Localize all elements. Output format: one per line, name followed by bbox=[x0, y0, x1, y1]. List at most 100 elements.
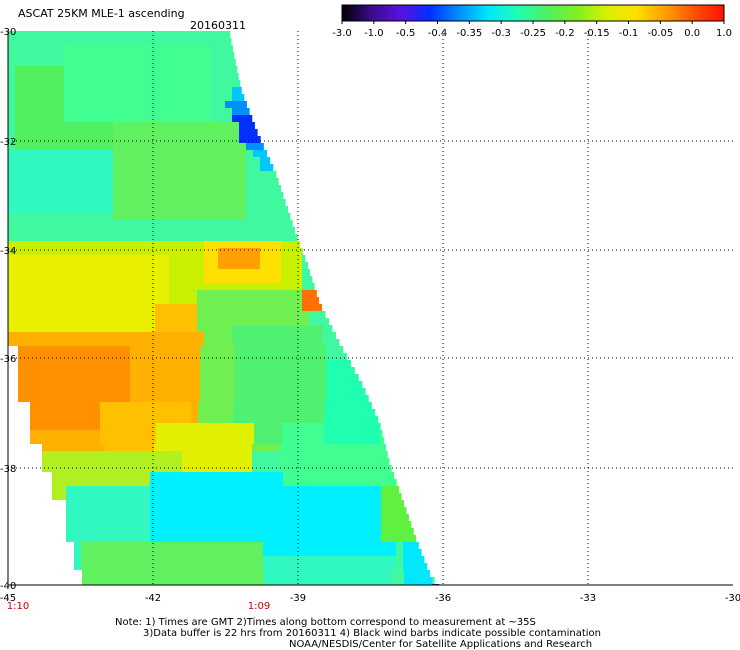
swath-cell bbox=[177, 409, 184, 416]
swath-cell bbox=[129, 500, 136, 507]
swath-cell bbox=[120, 94, 127, 101]
swath-cell bbox=[36, 122, 43, 129]
swath-cell bbox=[22, 297, 29, 304]
swath-cell bbox=[228, 556, 235, 563]
swath-cell bbox=[25, 381, 32, 388]
swath-cell bbox=[255, 507, 262, 514]
swath-cell bbox=[43, 178, 50, 185]
swath-cell bbox=[22, 45, 29, 52]
swath-cell bbox=[99, 255, 106, 262]
swath-cell bbox=[186, 549, 193, 556]
swath-cell bbox=[117, 570, 124, 577]
swath-cell bbox=[176, 283, 183, 290]
swath-cell bbox=[288, 325, 295, 332]
swath-cell bbox=[36, 136, 43, 143]
swath-cell bbox=[71, 73, 78, 80]
swath-cell bbox=[350, 465, 357, 472]
swath-cell bbox=[326, 353, 333, 360]
swath-cell bbox=[22, 262, 29, 269]
swath-cell bbox=[113, 157, 120, 164]
swath-cell bbox=[332, 521, 339, 528]
swath-cell bbox=[241, 528, 248, 535]
swath-cell bbox=[290, 500, 297, 507]
swath-cell bbox=[338, 423, 345, 430]
swath-cell bbox=[288, 227, 295, 234]
swath-cell bbox=[127, 290, 134, 297]
swath-cell bbox=[158, 556, 165, 563]
swath-cell bbox=[43, 73, 50, 80]
swath-cell bbox=[204, 59, 211, 66]
swath-cell bbox=[113, 276, 120, 283]
swath-cell bbox=[360, 535, 367, 542]
swath-cell bbox=[36, 143, 43, 150]
swath-cell bbox=[253, 318, 260, 325]
swath-cell bbox=[79, 402, 86, 409]
swath-cell bbox=[288, 332, 295, 339]
swath-cell bbox=[268, 423, 275, 430]
swath-cell bbox=[25, 346, 32, 353]
swath-cell bbox=[227, 479, 234, 486]
swath-cell bbox=[228, 381, 235, 388]
swath-cell bbox=[374, 528, 381, 535]
swath-cell bbox=[225, 157, 232, 164]
swath-cell bbox=[260, 262, 267, 269]
swath-cell bbox=[281, 227, 288, 234]
swath-cell bbox=[64, 136, 71, 143]
swath-cell bbox=[246, 122, 253, 129]
swath-cell bbox=[225, 220, 232, 227]
swath-cell bbox=[8, 143, 15, 150]
swath-cell bbox=[278, 570, 285, 577]
swath-cell bbox=[274, 234, 281, 241]
swath-cell bbox=[277, 395, 284, 402]
swath-cell bbox=[204, 241, 211, 248]
swath-cell bbox=[106, 73, 113, 80]
swath-cell bbox=[212, 430, 219, 437]
swath-cell bbox=[281, 192, 284, 199]
swath-cell bbox=[239, 157, 246, 164]
swath-cell bbox=[94, 486, 101, 493]
swath-cell bbox=[151, 556, 158, 563]
swath-cell bbox=[99, 234, 106, 241]
swath-cell bbox=[151, 374, 158, 381]
swath-cell bbox=[246, 297, 253, 304]
swath-cell bbox=[44, 430, 51, 437]
swath-cell bbox=[204, 108, 211, 115]
swath-cell bbox=[169, 297, 176, 304]
swath-cell bbox=[338, 409, 345, 416]
swath-cell bbox=[120, 255, 127, 262]
swath-cell bbox=[66, 486, 73, 493]
swath-cell bbox=[402, 528, 409, 535]
swath-cell bbox=[333, 346, 340, 353]
swath-cell bbox=[232, 143, 239, 150]
swath-cell bbox=[141, 80, 148, 87]
swath-cell bbox=[162, 178, 169, 185]
swath-cell bbox=[389, 542, 396, 549]
swath-cell bbox=[310, 409, 317, 416]
swath-cell bbox=[134, 59, 141, 66]
swath-cell bbox=[78, 164, 85, 171]
swath-cell bbox=[43, 94, 50, 101]
swath-cell bbox=[50, 227, 57, 234]
swath-cell bbox=[155, 108, 162, 115]
swath-cell bbox=[164, 500, 171, 507]
swath-cell bbox=[190, 318, 197, 325]
swath-cell bbox=[190, 276, 197, 283]
swath-cell bbox=[169, 241, 176, 248]
swath-cell bbox=[275, 409, 282, 416]
swath-cell bbox=[147, 451, 154, 458]
swath-cell bbox=[43, 38, 50, 45]
swath-cell bbox=[301, 444, 308, 451]
swath-cell bbox=[346, 514, 353, 521]
swath-cell bbox=[367, 507, 374, 514]
swath-cell bbox=[218, 297, 225, 304]
swath-cell bbox=[136, 493, 143, 500]
swath-cell bbox=[122, 528, 129, 535]
swath-cell bbox=[200, 360, 207, 367]
swath-cell bbox=[319, 556, 326, 563]
swath-cell bbox=[15, 73, 22, 80]
swath-cell bbox=[231, 451, 238, 458]
swath-cell bbox=[348, 577, 355, 584]
swath-cell bbox=[345, 423, 352, 430]
swath-cell bbox=[263, 353, 270, 360]
swath-cell bbox=[374, 493, 381, 500]
